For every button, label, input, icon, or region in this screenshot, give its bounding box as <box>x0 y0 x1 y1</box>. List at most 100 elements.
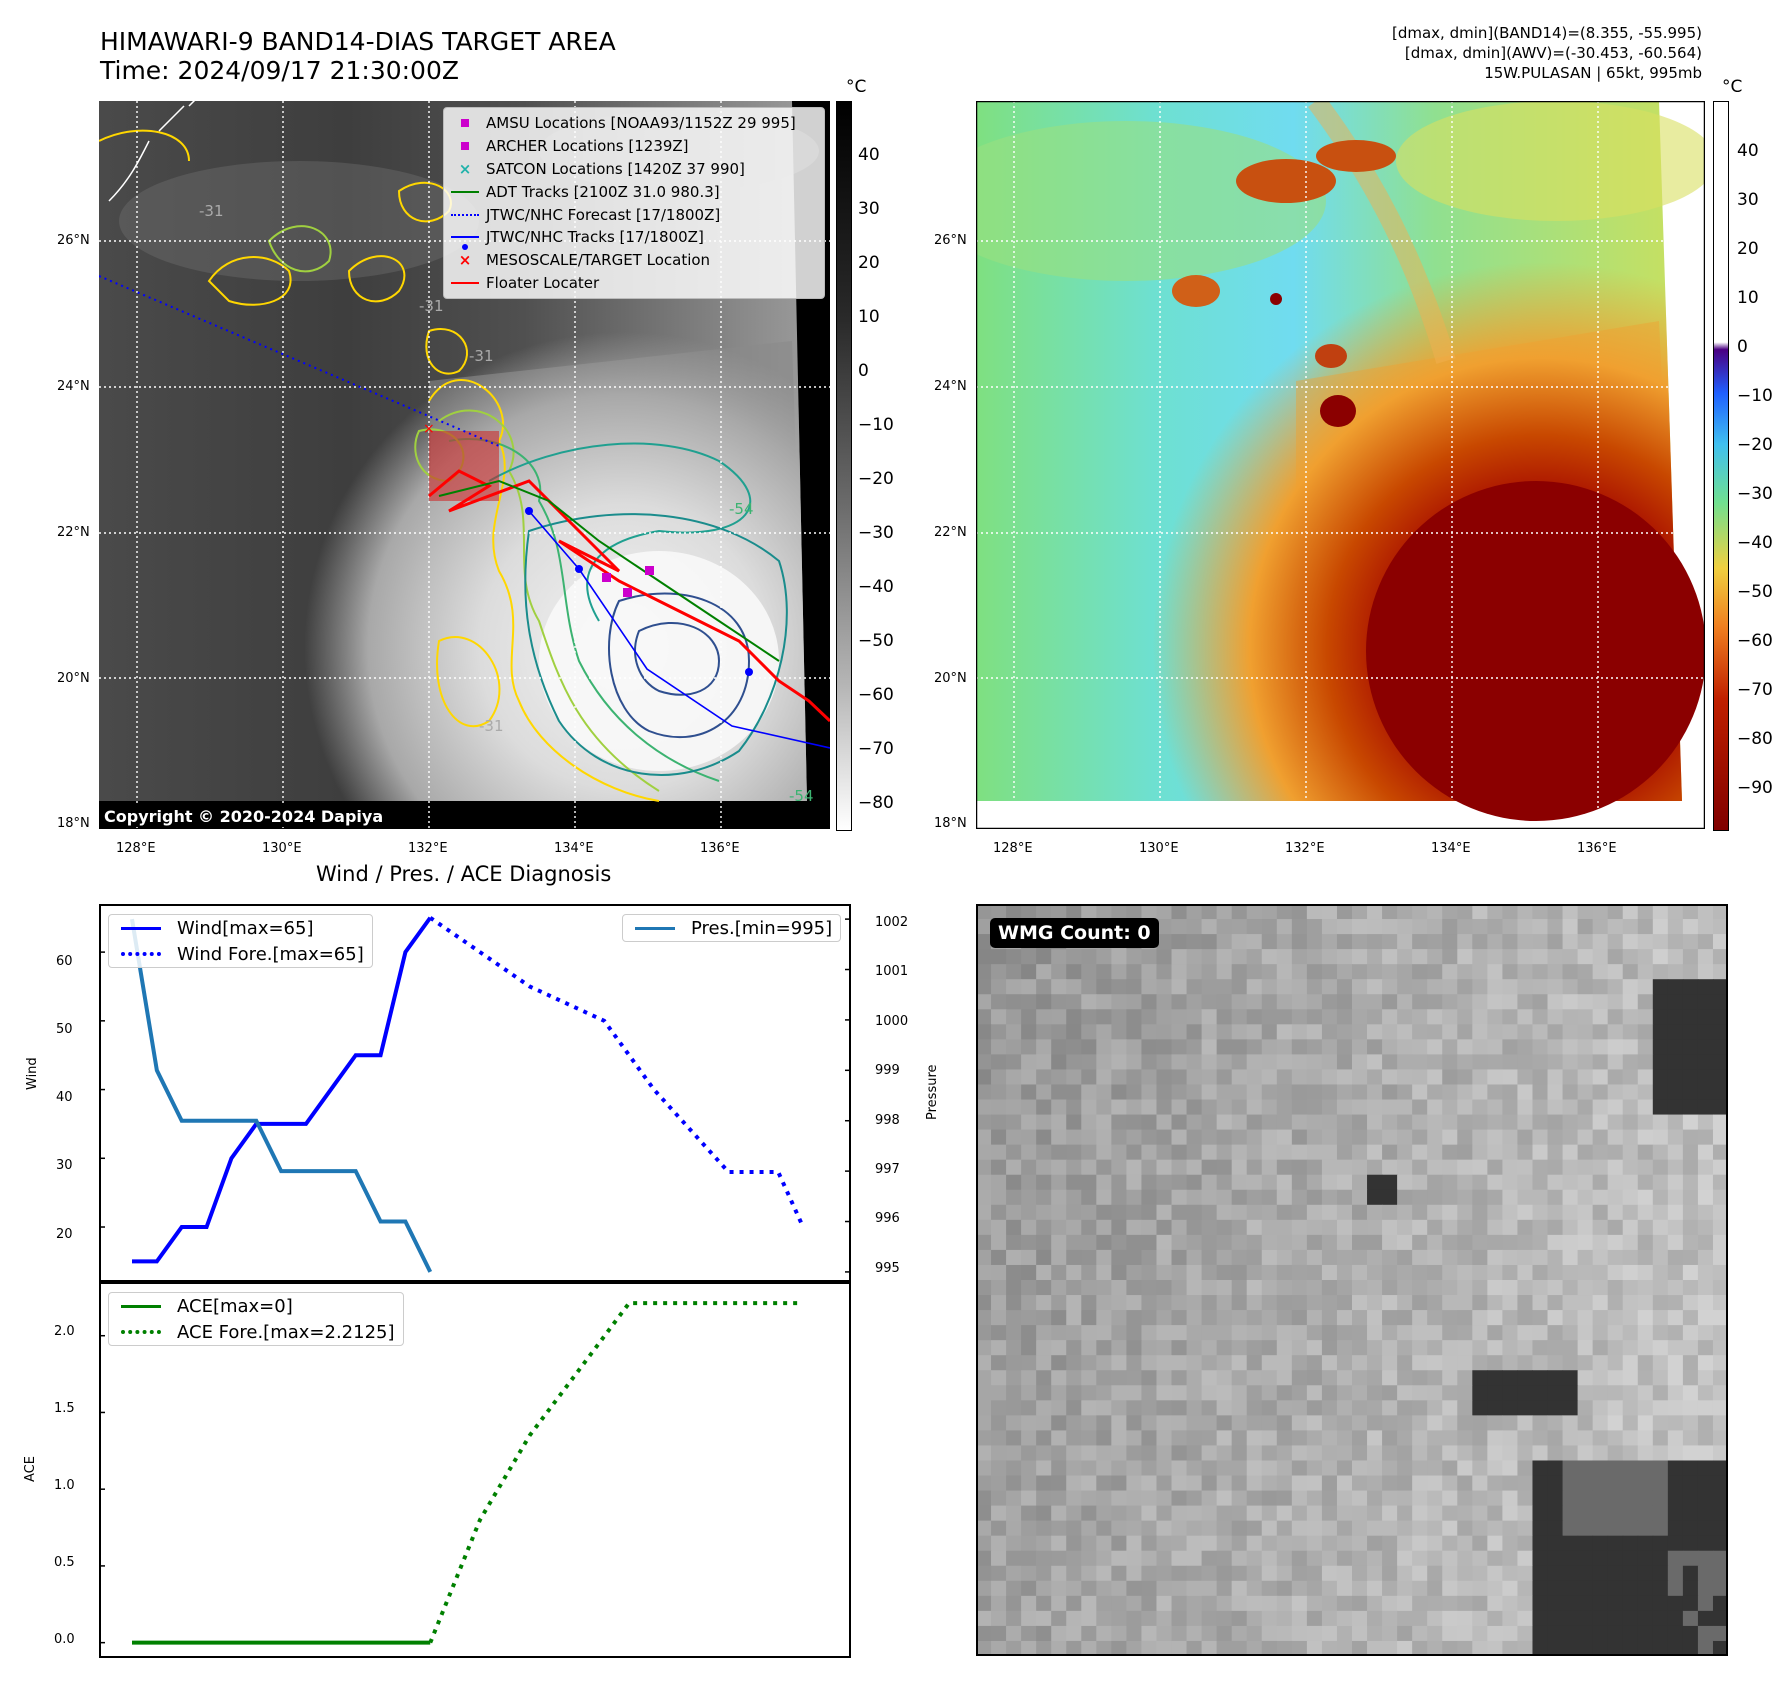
lat-tick: 22°N <box>934 525 967 540</box>
wmg-cell <box>1622 1069 1639 1085</box>
wmg-cell <box>1276 1445 1293 1461</box>
wmg-cell <box>1607 1340 1624 1356</box>
wmg-cell <box>1171 1520 1188 1537</box>
wmg-cell <box>1051 1264 1067 1281</box>
wmg-cell <box>1261 1189 1278 1206</box>
wmg-cell <box>1336 1610 1353 1627</box>
wmg-cell <box>1321 1069 1338 1085</box>
wmg-cell <box>1126 1445 1142 1461</box>
wmg-cell <box>1712 1400 1728 1416</box>
wmg-cell <box>1562 1445 1579 1461</box>
wmg-cell <box>1291 1295 1308 1311</box>
wmg-cell <box>1036 1340 1052 1356</box>
wmg-cell <box>1021 1505 1037 1522</box>
wmg-cell <box>1231 919 1248 935</box>
wmg-cell <box>1276 1219 1293 1236</box>
wmg-cell <box>1487 919 1503 935</box>
wmg-cell <box>1081 1490 1097 1507</box>
wmg-cell <box>1472 1310 1488 1326</box>
legend-item: Floater Locater <box>444 272 824 295</box>
wmg-cell <box>1412 1385 1428 1401</box>
wmg-cell <box>1171 1009 1188 1025</box>
wmg-cell <box>1186 1640 1203 1656</box>
wmg-cell <box>1246 904 1263 920</box>
wmg-cell <box>1201 1310 1218 1326</box>
wmg-cell <box>1382 1129 1398 1146</box>
wmg-cell <box>1472 1460 1488 1477</box>
wmg-cell <box>1291 1114 1308 1131</box>
wmg-cell <box>1607 1610 1624 1627</box>
wmg-cell <box>1367 1355 1383 1371</box>
wmg-cell <box>1066 904 1082 920</box>
pressure-tick: 1002 <box>875 915 909 930</box>
wmg-cell <box>1517 1249 1533 1266</box>
wmg-cell <box>1562 1370 1579 1386</box>
wmg-cell <box>1682 1039 1699 1055</box>
wmg-cell <box>1111 1234 1127 1251</box>
wmg-cell <box>1637 1385 1654 1401</box>
wmg-cell <box>1667 1325 1684 1341</box>
wmg-cell <box>1412 1430 1428 1446</box>
wmg-cell <box>1607 1084 1624 1101</box>
wmg-cell <box>1652 1640 1669 1656</box>
wmg-cell <box>1352 1204 1368 1221</box>
wmg-cell <box>1036 1400 1052 1416</box>
wmg-cell <box>1367 1325 1383 1341</box>
wmg-cell <box>1652 1144 1669 1161</box>
wmg-cell <box>1532 1505 1549 1522</box>
wmg-cell <box>1216 1159 1233 1176</box>
wmg-cell <box>1382 1159 1398 1176</box>
wmg-cell <box>1652 919 1669 935</box>
wmg-cell <box>1667 1400 1684 1416</box>
wmg-cell <box>1472 1069 1488 1085</box>
wmg-cell <box>1652 1595 1669 1612</box>
wmg-cell <box>1547 1640 1564 1656</box>
wmg-cell <box>1261 994 1278 1010</box>
wmg-cell <box>1652 1625 1669 1642</box>
wmg-cell <box>1036 1355 1052 1371</box>
wmg-cell <box>976 1385 992 1401</box>
wmg-cell <box>1126 1475 1142 1492</box>
wmg-cell <box>1652 1310 1669 1326</box>
wmg-cell <box>1712 1355 1728 1371</box>
wmg-cell <box>1126 949 1142 965</box>
wmg-cell <box>1517 1430 1533 1446</box>
wmg-cell <box>1321 1144 1338 1161</box>
legend-item: Pres.[min=995] <box>623 915 840 941</box>
wmg-cell <box>1442 1039 1458 1055</box>
wmg-cell <box>1412 1219 1428 1236</box>
wmg-cell <box>1667 1490 1684 1507</box>
wmg-cell <box>1156 1295 1173 1311</box>
wmg-cell <box>1306 1264 1323 1281</box>
wmg-cell <box>1051 1565 1067 1582</box>
wmg-cell <box>1306 1550 1323 1567</box>
wmg-cell <box>976 1249 992 1266</box>
wmg-cell <box>1697 1280 1714 1296</box>
wmg-cell <box>1201 1610 1218 1627</box>
wmg-cell <box>1231 1234 1248 1251</box>
wmg-cell <box>1592 949 1609 965</box>
wmg-cell <box>1336 1580 1353 1597</box>
wmg-cell <box>1652 1024 1669 1040</box>
wmg-cell <box>1367 1490 1383 1507</box>
wmg-cell <box>1487 1159 1503 1176</box>
wmg-cell <box>1472 919 1488 935</box>
wmg-cell <box>1231 1490 1248 1507</box>
wmg-cell <box>1291 1475 1308 1492</box>
wmg-cell <box>1397 1069 1413 1085</box>
wmg-cell <box>1006 1460 1022 1477</box>
wmg-cell <box>1276 1565 1293 1582</box>
wmg-cell <box>1547 1550 1564 1567</box>
wmg-cell <box>1577 1355 1594 1371</box>
wmg-cell <box>1246 1024 1263 1040</box>
wmg-cell <box>1096 1370 1112 1386</box>
wmg-cell <box>1321 1400 1338 1416</box>
wmg-cell <box>1186 1054 1203 1070</box>
wmg-cell <box>1562 1355 1579 1371</box>
wmg-cell <box>1382 979 1398 995</box>
wmg-cell <box>1562 1114 1579 1131</box>
wmg-cell <box>1652 1249 1669 1266</box>
wmg-cell <box>1502 1445 1518 1461</box>
wmg-cell <box>1667 1520 1684 1537</box>
wmg-cell <box>1111 1400 1127 1416</box>
